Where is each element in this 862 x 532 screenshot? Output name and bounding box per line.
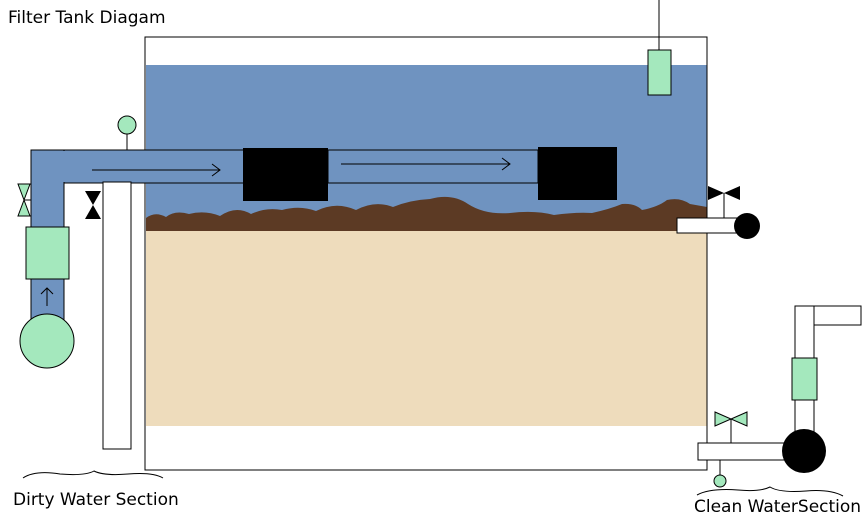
dirty-section-brace: [22, 470, 164, 479]
flow-arrow-2: [341, 157, 511, 171]
tank-outline: [144, 36, 708, 471]
outlet-pipe: [676, 217, 740, 234]
filter-block-1: [243, 148, 328, 201]
clean-water-section-label: Clean WaterSection: [694, 497, 862, 517]
inlet-pipe-internal-2: [327, 149, 539, 184]
clean-pipe-joint: [796, 307, 813, 324]
inlet-pump-icon: [19, 313, 75, 369]
clean-pipe-horizontal-bottom: [697, 442, 795, 461]
clean-gauge-icon: [713, 474, 727, 488]
pressure-gauge-icon: [117, 115, 137, 135]
outlet-pump-icon: [734, 213, 760, 239]
clean-filter-unit: [791, 357, 818, 401]
level-sensor: [647, 49, 672, 96]
dirty-water-section-label: Dirty Water Section: [13, 490, 179, 510]
sediment-layer: [146, 196, 707, 231]
diagram-title: Filter Tank Diagam: [8, 8, 166, 28]
filter-block-2: [538, 147, 617, 200]
clean-section-brace: [696, 486, 844, 497]
inlet-filter-unit: [25, 226, 70, 280]
clean-valve-icon: [714, 411, 748, 427]
clean-pump-icon: [782, 429, 826, 473]
pump-arrow: [40, 287, 54, 306]
outlet-valve-icon: [708, 186, 740, 200]
drain-valve-icon: [85, 191, 101, 219]
sand-layer: [146, 231, 707, 426]
inlet-pipe-elbow: [32, 151, 92, 182]
drain-pipe: [102, 181, 132, 450]
inlet-pipe-internal-1: [61, 149, 245, 184]
